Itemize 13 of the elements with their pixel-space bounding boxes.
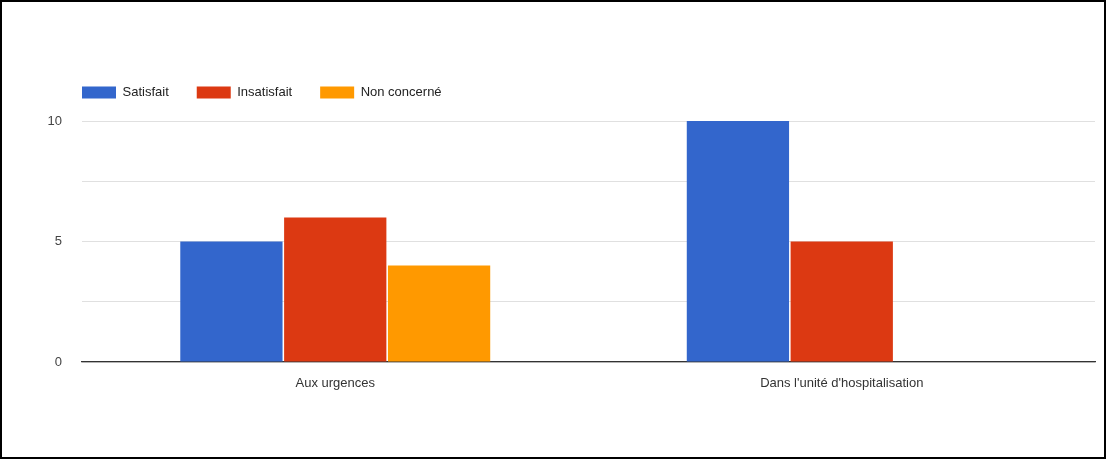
y-tick-label: 10 (47, 112, 62, 128)
x-tick-label: Dans l'unité d'hospitalisation (760, 375, 924, 391)
bar (790, 241, 893, 362)
bar (686, 121, 790, 362)
bar (284, 217, 387, 362)
bar (180, 241, 283, 362)
y-tick-label: 5 (54, 233, 62, 249)
y-tick-label: 0 (54, 353, 62, 369)
legend-label: Satisfait (122, 84, 170, 100)
bar (387, 265, 491, 362)
x-tick-label: Aux urgences (295, 375, 376, 391)
legend-label: Insatisfait (237, 84, 293, 100)
legend-label: Non concerné (360, 84, 442, 100)
